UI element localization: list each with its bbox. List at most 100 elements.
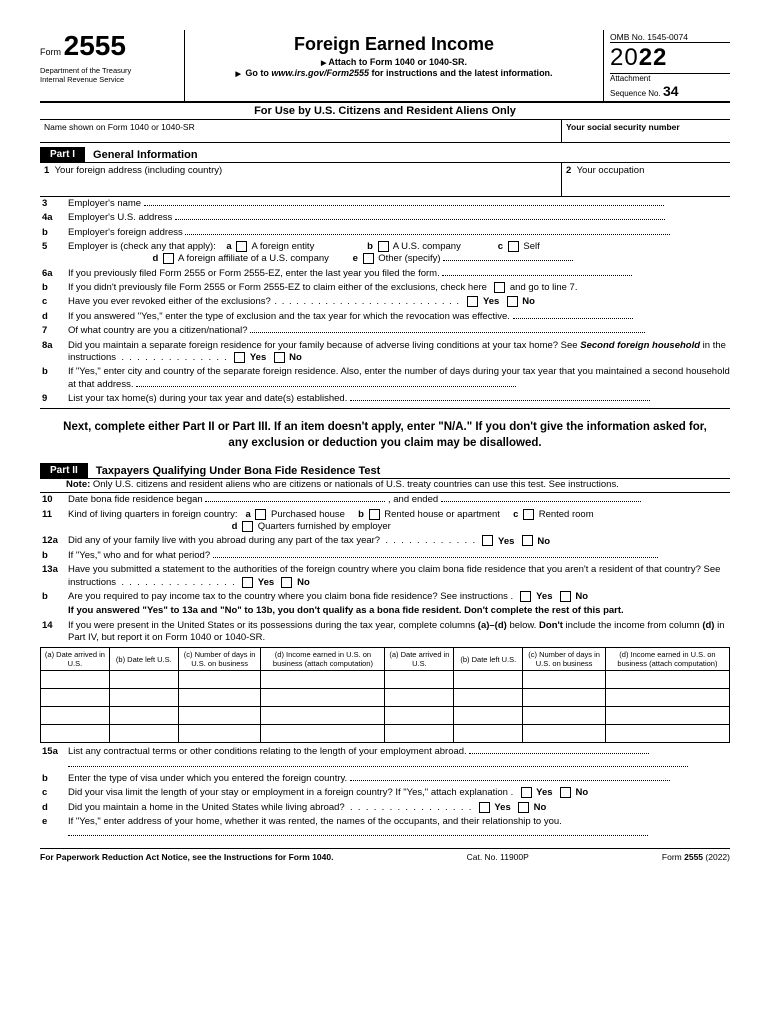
line-7[interactable]: Of what country are you a citizen/nation… — [68, 325, 730, 337]
checkbox-15c-yes[interactable] — [521, 787, 532, 798]
line-6d[interactable]: If you answered "Yes," enter the type of… — [68, 311, 730, 323]
line-15d: Did you maintain a home in the United St… — [68, 802, 730, 814]
line-10[interactable]: Date bona fide residence began , and end… — [68, 494, 730, 506]
th-a1: (a) Date arrived in U.S. — [41, 648, 110, 671]
table-row[interactable] — [41, 707, 730, 725]
line-8a: Did you maintain a separate foreign resi… — [68, 340, 730, 365]
name-field-label[interactable]: Name shown on Form 1040 or 1040-SR — [40, 120, 561, 142]
table-row[interactable] — [41, 689, 730, 707]
goto-line: Go to www.irs.gov/Form2555 for instructi… — [191, 68, 597, 78]
line-3[interactable]: Employer's name — [68, 198, 730, 210]
l8an: 8a — [40, 340, 68, 351]
header-right: OMB No. 1545-0074 2022 Attachment Sequen… — [603, 30, 730, 101]
name-ssn-row: Name shown on Form 1040 or 1040-SR Your … — [40, 120, 730, 143]
line-5: Employer is (check any that apply): a A … — [68, 241, 730, 266]
dept-line2: Internal Revenue Service — [40, 75, 180, 84]
year: 2022 — [610, 44, 667, 71]
l6cn: c — [40, 296, 68, 307]
checkbox-6c-yes[interactable] — [467, 296, 478, 307]
checkbox-5b[interactable] — [378, 241, 389, 252]
dept: Department of the Treasury Internal Reve… — [40, 66, 180, 84]
line-4b[interactable]: Employer's foreign address — [68, 227, 730, 239]
line-8b[interactable]: If "Yes," enter city and country of the … — [68, 366, 730, 391]
form-number: 2555 — [64, 30, 126, 61]
checkbox-5e[interactable] — [363, 253, 374, 264]
part1-header: Part I General Information — [40, 147, 730, 163]
checkbox-11a[interactable] — [255, 509, 266, 520]
l15en: e — [40, 816, 68, 827]
checkbox-13b-no[interactable] — [560, 591, 571, 602]
ssn-field-label[interactable]: Your social security number — [561, 120, 730, 142]
checkbox-5a[interactable] — [236, 241, 247, 252]
part2-note: Note: Only U.S. citizens and resident al… — [40, 479, 730, 493]
line-2[interactable]: 2 Your occupation — [561, 163, 730, 196]
line-12b[interactable]: If "Yes," who and for what period? — [68, 550, 730, 562]
checkbox-15c-no[interactable] — [560, 787, 571, 798]
l13an: 13a — [40, 564, 68, 575]
l14n: 14 — [40, 620, 68, 631]
part2-badge: Part II — [40, 463, 88, 478]
line-4a[interactable]: Employer's U.S. address — [68, 212, 730, 224]
line-9[interactable]: List your tax home(s) during your tax ye… — [68, 393, 730, 405]
checkbox-13a-no[interactable] — [281, 577, 292, 588]
line-6b: If you didn't previously file Form 2555 … — [68, 282, 730, 294]
checkbox-13b-yes[interactable] — [520, 591, 531, 602]
checkbox-6c-no[interactable] — [507, 296, 518, 307]
line-6c: Have you ever revoked either of the excl… — [68, 296, 730, 308]
attach-line: Attach to Form 1040 or 1040-SR. — [191, 57, 597, 67]
checkbox-11c[interactable] — [523, 509, 534, 520]
th-d2: (d) Income earned in U.S. on business (a… — [605, 648, 729, 671]
th-d1: (d) Income earned in U.S. on business (a… — [261, 648, 385, 671]
form-label: Form — [40, 47, 61, 57]
checkbox-11d[interactable] — [242, 521, 253, 532]
l9n: 9 — [40, 393, 68, 404]
l6an: 6a — [40, 268, 68, 279]
checkbox-8a-no[interactable] — [274, 352, 285, 363]
header: Form 2555 Department of the Treasury Int… — [40, 30, 730, 103]
header-center: Foreign Earned Income Attach to Form 104… — [185, 30, 603, 101]
line-13a: Have you submitted a statement to the au… — [68, 564, 730, 589]
th-c1: (c) Number of days in U.S. on business — [178, 648, 261, 671]
checkbox-13a-yes[interactable] — [242, 577, 253, 588]
dept-line1: Department of the Treasury — [40, 66, 180, 75]
table-row[interactable] — [41, 725, 730, 743]
line-12a: Did any of your family live with you abr… — [68, 535, 730, 547]
table-row[interactable] — [41, 671, 730, 689]
checkbox-6b[interactable] — [494, 282, 505, 293]
line-1[interactable]: 1 Your foreign address (including countr… — [40, 163, 561, 196]
line-11: Kind of living quarters in foreign count… — [68, 509, 730, 534]
line-13b: Are you required to pay income tax to th… — [68, 591, 730, 603]
line-6a[interactable]: If you previously filed Form 2555 or For… — [68, 268, 730, 280]
footer-left: For Paperwork Reduction Act Notice, see … — [40, 852, 333, 862]
th-c2: (c) Number of days in U.S. on business — [523, 648, 606, 671]
l4an: 4a — [40, 212, 68, 223]
checkbox-8a-yes[interactable] — [234, 352, 245, 363]
checkbox-15d-yes[interactable] — [479, 802, 490, 813]
l6bn: b — [40, 282, 68, 293]
omb: OMB No. 1545-0074 — [610, 32, 730, 42]
line-15b[interactable]: Enter the type of visa under which you e… — [68, 773, 730, 785]
checkbox-12a-no[interactable] — [522, 535, 533, 546]
part2-header: Part II Taxpayers Qualifying Under Bona … — [40, 463, 730, 479]
goto-post: for instructions and the latest informat… — [369, 68, 553, 78]
part1-title: General Information — [93, 149, 198, 161]
line-13-note: If you answered "Yes" to 13a and "No" to… — [68, 605, 730, 617]
presence-table[interactable]: (a) Date arrived in U.S. (b) Date left U… — [40, 647, 730, 743]
footer-right: Form 2555 (2022) — [662, 852, 730, 862]
line-15e[interactable]: If "Yes," enter address of your home, wh… — [68, 816, 730, 841]
checkbox-5d[interactable] — [163, 253, 174, 264]
checkbox-12a-yes[interactable] — [482, 535, 493, 546]
checkbox-11b[interactable] — [369, 509, 380, 520]
footer: For Paperwork Reduction Act Notice, see … — [40, 848, 730, 862]
goto-url: www.irs.gov/Form2555 — [271, 68, 369, 78]
th-b1: (b) Date left U.S. — [109, 648, 178, 671]
part1-badge: Part I — [40, 147, 85, 162]
l15bn: b — [40, 773, 68, 784]
lines-1-2: 1 Your foreign address (including countr… — [40, 163, 730, 197]
checkbox-15d-no[interactable] — [518, 802, 529, 813]
line-15a[interactable]: List any contractual terms or other cond… — [68, 746, 730, 771]
checkbox-5c[interactable] — [508, 241, 519, 252]
l15cn: c — [40, 787, 68, 798]
l11n: 11 — [40, 509, 68, 520]
l12an: 12a — [40, 535, 68, 546]
